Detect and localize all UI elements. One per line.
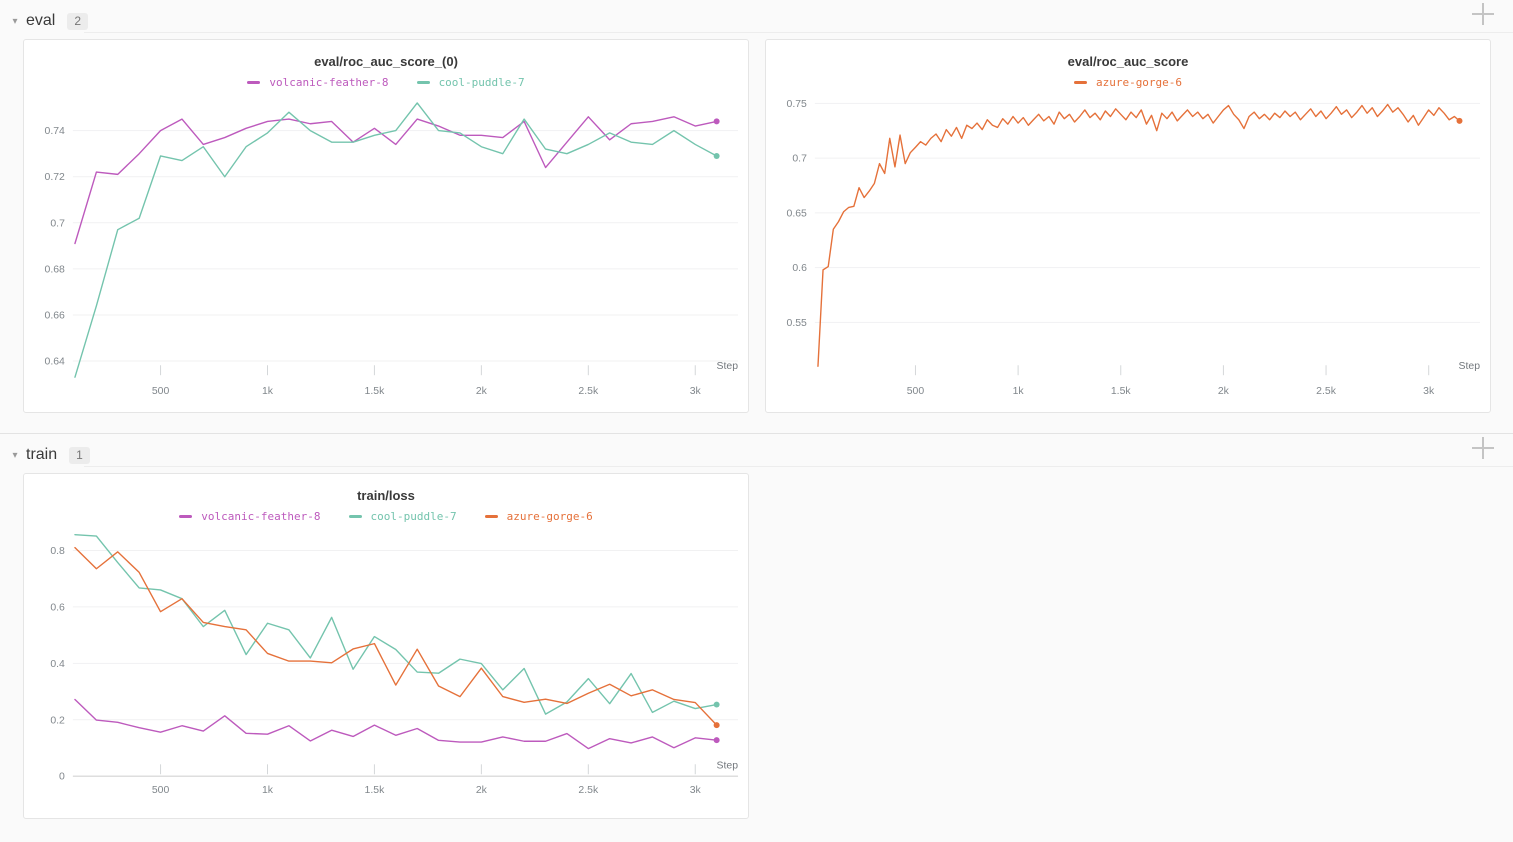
y-tick-label: 0.8 (50, 546, 65, 557)
chart-legend: azure-gorge-6 (766, 76, 1490, 89)
y-tick-label: 0.66 (45, 310, 66, 321)
x-tick-label: 500 (152, 386, 170, 397)
section-title: train (26, 446, 58, 463)
x-tick-label: 1.5k (365, 386, 386, 397)
header-divider (84, 466, 1513, 467)
y-tick-label: 0.72 (45, 172, 66, 183)
legend-run-name: cool-puddle-7 (370, 510, 457, 523)
series-end-dot (713, 722, 720, 729)
panel-count-badge: 2 (67, 12, 89, 30)
x-tick-label: 3k (1423, 386, 1435, 397)
y-tick-label: 0.6 (792, 263, 807, 274)
x-axis-label: Step (717, 361, 739, 372)
legend-item: cool-puddle-7 (416, 76, 525, 89)
legend-dash-icon (179, 515, 193, 518)
series-line (74, 698, 718, 750)
x-tick-label: 2k (476, 386, 488, 397)
y-tick-label: 0.2 (50, 715, 65, 726)
chart-plot-area[interactable]: 0.64 0.66 0.68 0.7 0.72 0.74 500 1k 1.5k 2k 2.5k 3k… (24, 40, 748, 412)
y-tick-label: 0.7 (50, 218, 65, 229)
series-end-dot (713, 152, 720, 159)
x-tick-label: 500 (907, 386, 925, 397)
add-panel-icon[interactable] (1471, 436, 1495, 460)
y-tick-label: 0.4 (50, 659, 65, 670)
x-axis-label: Step (1459, 361, 1481, 372)
legend-run-name: azure-gorge-6 (506, 510, 593, 523)
legend-run-name: cool-puddle-7 (438, 76, 525, 89)
legend-run-name: volcanic-feather-8 (269, 76, 389, 89)
series-end-dot (713, 737, 720, 744)
section-title: eval (26, 12, 56, 29)
train-panels-row: train/loss volcanic-feather-8 cool-puddle… (0, 470, 1513, 839)
panel-count-badge: 1 (69, 446, 90, 464)
legend-run-name: volcanic-feather-8 (201, 510, 321, 523)
x-tick-label: 2.5k (1316, 386, 1337, 397)
legend-item: volcanic-feather-8 (247, 76, 389, 89)
chart-title: eval/roc_auc_score (1067, 54, 1189, 69)
series-end-dot (713, 118, 720, 125)
x-axis-label: Step (717, 760, 739, 771)
x-tick-label: 500 (152, 785, 170, 796)
x-tick-label: 1.5k (1111, 386, 1132, 397)
legend-run-name: azure-gorge-6 (1095, 76, 1183, 89)
header-divider (84, 32, 1513, 33)
chart-panel-roc-auc-score[interactable]: eval/roc_auc_score azure-gorge-6 0.55 0.6… (765, 39, 1491, 413)
chart-legend: volcanic-feather-8 cool-puddle-7 (24, 76, 748, 89)
legend-item: azure-gorge-6 (1073, 76, 1183, 89)
section-train-header: ▾ train 1 (0, 434, 1513, 470)
series-line (817, 103, 1461, 367)
series-end-dot (713, 701, 720, 708)
x-tick-label: 3k (690, 785, 702, 796)
legend-dash-icon (1073, 81, 1087, 84)
x-tick-label: 1.5k (365, 785, 386, 796)
series-line (74, 546, 718, 726)
x-tick-label: 2k (476, 785, 488, 796)
legend-dash-icon (247, 81, 261, 84)
y-tick-label: 0.75 (787, 99, 808, 110)
legend-item: volcanic-feather-8 (179, 510, 321, 523)
x-tick-label: 1k (1013, 386, 1025, 397)
legend-dash-icon (484, 515, 498, 518)
x-tick-label: 1k (262, 386, 274, 397)
y-tick-label: 0.65 (787, 208, 808, 219)
chart-panel-train-loss[interactable]: train/loss volcanic-feather-8 cool-puddle… (23, 473, 749, 819)
y-tick-label: 0.7 (792, 154, 807, 165)
series-end-dot (1456, 117, 1463, 124)
x-tick-label: 3k (690, 386, 702, 397)
y-tick-label: 0.55 (787, 318, 808, 329)
section-train: ▾ train 1 train/loss volcanic-feather-8 c… (0, 433, 1513, 839)
y-tick-label: 0.6 (50, 602, 65, 613)
chevron-down-icon[interactable]: ▾ (12, 449, 18, 461)
series-line (74, 116, 718, 245)
series-line (74, 533, 718, 715)
x-tick-label: 2.5k (578, 785, 599, 796)
chevron-down-icon[interactable]: ▾ (12, 15, 18, 27)
add-panel-icon[interactable] (1471, 2, 1495, 26)
y-tick-label: 0 (59, 772, 65, 783)
x-tick-label: 1k (262, 785, 274, 796)
x-tick-label: 2k (1218, 386, 1230, 397)
section-eval-header: ▾ eval 2 (0, 0, 1513, 36)
legend-item: cool-puddle-7 (348, 510, 457, 523)
eval-panels-row: eval/roc_auc_score_(0) volcanic-feather-… (0, 36, 1513, 433)
legend-dash-icon (416, 81, 430, 84)
y-tick-label: 0.68 (45, 264, 66, 275)
chart-title: eval/roc_auc_score_(0) (314, 54, 458, 69)
section-eval: ▾ eval 2 eval/roc_auc_score_(0) volcanic… (0, 0, 1513, 433)
chart-plot-area[interactable]: 0 0.2 0.4 0.6 0.8 500 1k 1.5k 2k 2.5k 3k Step (24, 474, 748, 818)
series-line (74, 102, 718, 378)
x-tick-label: 2.5k (578, 386, 599, 397)
y-tick-label: 0.74 (45, 126, 66, 137)
y-tick-label: 0.64 (45, 357, 66, 368)
legend-item: azure-gorge-6 (484, 510, 593, 523)
chart-legend: volcanic-feather-8 cool-puddle-7 azure-gor… (24, 510, 748, 523)
chart-title: train/loss (357, 488, 415, 503)
legend-dash-icon (348, 515, 362, 518)
chart-plot-area[interactable]: 0.55 0.6 0.65 0.7 0.75 500 1k 1.5k 2k 2.5k 3k Step (766, 40, 1490, 412)
chart-panel-roc-auc-score-0[interactable]: eval/roc_auc_score_(0) volcanic-feather-… (23, 39, 749, 413)
